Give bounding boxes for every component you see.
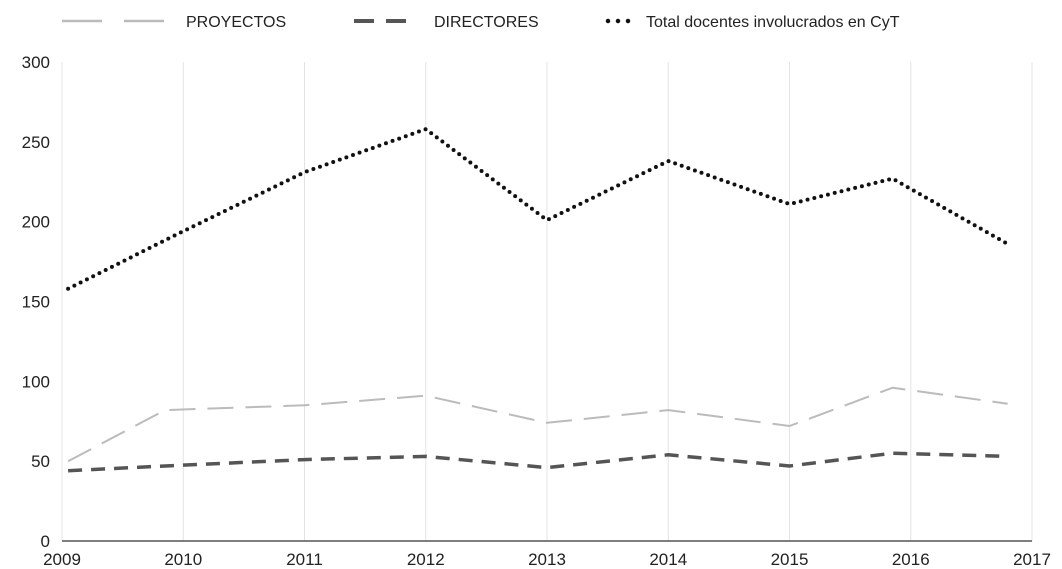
y-tick-label: 200	[22, 213, 50, 232]
x-tick-label: 2012	[407, 550, 445, 569]
x-tick-label: 2017	[1013, 550, 1051, 569]
legend-label-3: Total docentes involucrados en CyT	[646, 14, 900, 31]
axes: 2009 2010 2011 2012 2013 2014 2015 2016 2017 0 50 1…	[22, 53, 1051, 569]
legend-label-2: DIRECTORES	[434, 14, 539, 31]
x-tick-label: 2016	[892, 550, 930, 569]
x-tick-label: 2014	[649, 550, 687, 569]
y-tick-label: 250	[22, 133, 50, 152]
y-tick-label: 300	[22, 53, 50, 72]
series-line-1	[67, 386, 1008, 463]
x-tick-label: 2011	[286, 550, 323, 569]
y-tick-label: 100	[22, 372, 50, 391]
series-line-2	[68, 451, 1008, 473]
y-tick-label: 50	[31, 452, 50, 471]
grid	[61, 62, 1033, 541]
legend: PROYECTOS DIRECTORES Total docentes involu…	[62, 14, 900, 31]
y-tick-label: 0	[41, 532, 50, 551]
legend-label-1: PROYECTOS	[186, 14, 286, 31]
x-tick-label: 2013	[528, 550, 566, 569]
series-lines	[66, 127, 1010, 473]
y-tick-label: 150	[22, 293, 50, 312]
x-tick-label: 2015	[771, 550, 809, 569]
series-line-3	[66, 127, 1010, 291]
x-tick-label: 2009	[43, 550, 81, 569]
x-tick-label: 2010	[164, 550, 202, 569]
